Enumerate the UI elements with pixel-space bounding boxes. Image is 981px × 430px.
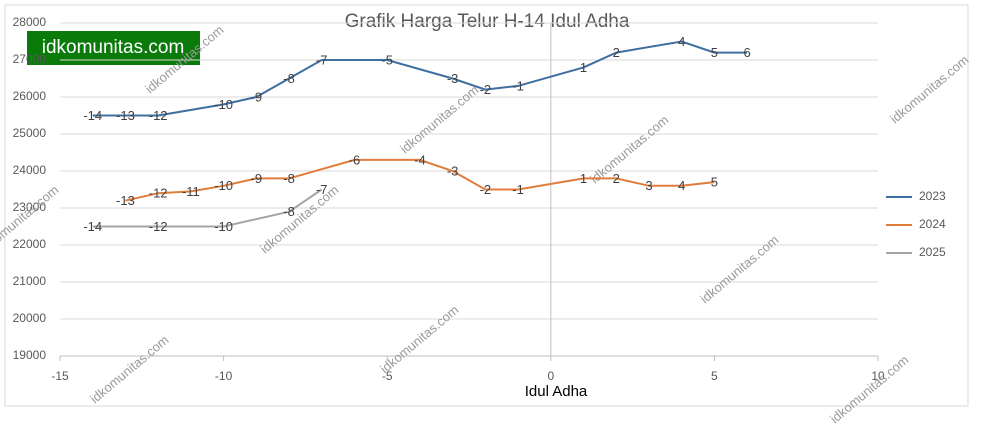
- data-label: -2: [480, 182, 492, 197]
- data-label: 2: [613, 171, 620, 186]
- data-label: 4: [678, 34, 685, 49]
- data-label: -7: [316, 52, 328, 67]
- x-tick-label: -5: [382, 369, 393, 383]
- series-line: [92, 188, 323, 228]
- legend-label: 2025: [919, 245, 946, 259]
- data-label: 1: [580, 60, 587, 75]
- y-tick-label: 24000: [13, 163, 47, 177]
- data-label: 5: [711, 45, 718, 60]
- data-label: -12: [149, 108, 168, 123]
- legend-label: 2024: [919, 217, 946, 231]
- data-label: 5: [711, 175, 718, 190]
- x-tick-label: -15: [51, 369, 69, 383]
- data-label: -13: [116, 193, 135, 208]
- data-label: -9: [251, 171, 263, 186]
- data-label: -11: [182, 184, 200, 199]
- data-label: -3: [447, 71, 459, 86]
- data-label: -12: [149, 219, 168, 234]
- data-label: -3: [447, 163, 459, 178]
- data-label: -1: [512, 78, 524, 93]
- data-label: -4: [414, 152, 426, 167]
- data-label: 2: [613, 45, 620, 60]
- x-tick-label: -10: [215, 369, 233, 383]
- y-tick-label: 25000: [13, 126, 47, 140]
- data-label: 4: [678, 178, 685, 193]
- data-label: -8: [283, 71, 295, 86]
- y-tick-label: 26000: [13, 89, 47, 103]
- x-tick-label: 0: [547, 369, 554, 383]
- data-label: -14: [83, 219, 102, 234]
- series-line: [92, 40, 748, 117]
- data-label: -9: [251, 89, 263, 104]
- data-label: -10: [214, 178, 233, 193]
- badge: idkomunitas.com: [42, 37, 185, 58]
- y-tick-label: 21000: [13, 274, 47, 288]
- chart-border: [4, 4, 969, 407]
- data-label: 3: [645, 178, 652, 193]
- data-label: -2: [480, 82, 492, 97]
- series-line: [125, 158, 715, 202]
- data-label: -6: [349, 152, 361, 167]
- y-tick-label: 20000: [13, 311, 47, 325]
- data-label: -14: [83, 108, 102, 123]
- x-tick-label: 10: [871, 369, 885, 383]
- data-label: -8: [283, 204, 295, 219]
- data-label: 1: [580, 171, 587, 186]
- y-tick-label: 27000: [13, 52, 47, 66]
- data-label: -5: [381, 52, 393, 67]
- legend-label: 2023: [919, 189, 946, 203]
- data-label: -10: [214, 97, 233, 112]
- y-tick-label: 22000: [13, 237, 47, 251]
- data-label: -13: [116, 108, 135, 123]
- badge-bg: [27, 31, 200, 65]
- data-label: -1: [512, 182, 524, 197]
- data-label: -8: [283, 171, 295, 186]
- chart-title: Grafik Harga Telur H-14 Idul Adha: [345, 11, 630, 32]
- data-label: -10: [214, 219, 233, 234]
- y-tick-label: 28000: [13, 15, 47, 29]
- data-label: -7: [316, 182, 328, 197]
- data-label: -12: [149, 186, 168, 201]
- y-tick-label: 19000: [13, 348, 47, 362]
- y-tick-label: 23000: [13, 200, 47, 214]
- x-axis-title: Idul Adha: [525, 383, 588, 400]
- x-tick-label: 5: [711, 369, 718, 383]
- data-label: 6: [744, 45, 751, 60]
